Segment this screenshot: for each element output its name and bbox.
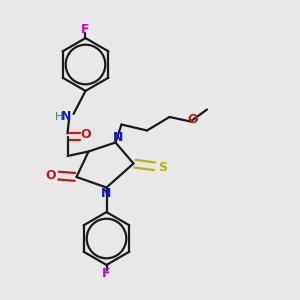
- Text: S: S: [158, 161, 167, 174]
- Text: N: N: [61, 110, 71, 124]
- Text: H: H: [55, 112, 64, 122]
- Text: F: F: [102, 267, 111, 280]
- Text: O: O: [80, 128, 91, 142]
- Text: O: O: [187, 113, 198, 126]
- Text: N: N: [113, 130, 123, 144]
- Text: F: F: [81, 23, 90, 36]
- Text: N: N: [101, 187, 111, 200]
- Text: O: O: [45, 169, 56, 182]
